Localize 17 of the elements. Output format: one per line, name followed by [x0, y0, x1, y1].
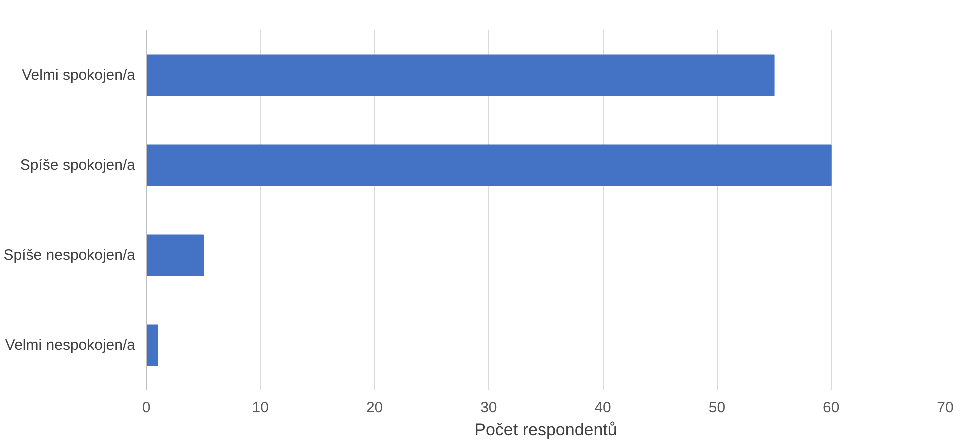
bar	[146, 324, 158, 366]
x-tick-label: 40	[594, 400, 612, 416]
x-tick-label: 0	[142, 400, 151, 416]
y-tick-label: Velmi nespokojen/a	[5, 337, 136, 354]
bar	[146, 234, 204, 276]
y-tick-label: Spíše spokojen/a	[20, 157, 136, 174]
bar	[146, 144, 832, 186]
bar	[146, 54, 775, 96]
y-tick-label: Velmi spokojen/a	[22, 67, 136, 84]
x-tick-label: 50	[708, 400, 726, 416]
y-tick-label: Spíše nespokojen/a	[4, 247, 136, 264]
x-tick-label: 30	[480, 400, 498, 416]
x-axis-title: Počet respondentů	[474, 420, 618, 440]
x-tick-label: 20	[366, 400, 384, 416]
x-tick-label: 70	[937, 400, 954, 416]
x-tick-label: 10	[252, 400, 269, 416]
x-tick-label: 60	[823, 400, 840, 416]
